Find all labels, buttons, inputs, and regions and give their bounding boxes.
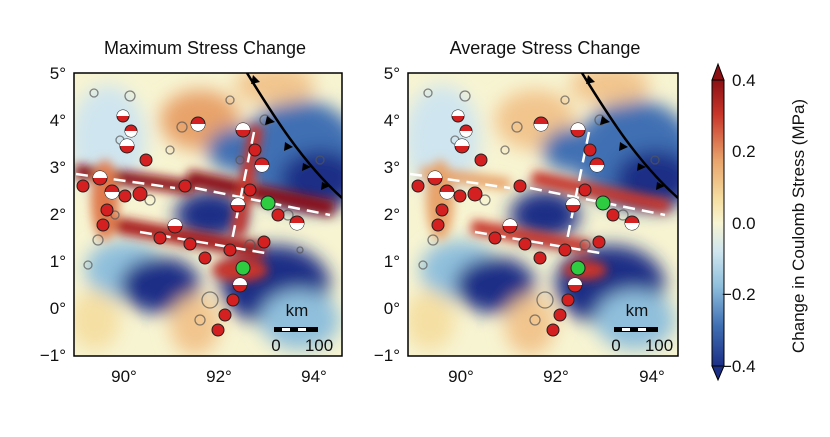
svg-text:92°: 92° [206, 367, 232, 386]
mainshock-a-marker [595, 195, 611, 211]
panel-title: Maximum Stress Change [104, 38, 306, 58]
stress-field [408, 73, 678, 356]
svg-text:0: 0 [611, 336, 620, 355]
map-frame [73, 72, 343, 357]
x-axis: 90° 92° 94° [111, 367, 327, 386]
colorbar-max-arrow [711, 62, 725, 81]
map-frame [407, 72, 679, 357]
svg-text:5°: 5° [384, 64, 400, 83]
svg-text:0.2: 0.2 [732, 142, 756, 161]
trench-line [245, 73, 342, 199]
trench-line [580, 73, 678, 199]
svg-text:2°: 2° [50, 205, 66, 224]
focal-mechanisms [76, 109, 305, 337]
colorbar-min-arrow [711, 365, 725, 382]
svg-text:0: 0 [271, 336, 280, 355]
mainshock-b-marker [235, 260, 251, 276]
focal-mechanisms [411, 109, 640, 337]
svg-text:4°: 4° [384, 111, 400, 130]
colorbar-label: Change in Coulomb Stress (MPa) [789, 99, 808, 353]
svg-text:0.4: 0.4 [732, 71, 756, 90]
svg-text:92°: 92° [543, 367, 569, 386]
aftershock-circles [83, 88, 325, 326]
svg-text:0°: 0° [50, 299, 66, 318]
colorbar: 0.4 0.2 0.0 −0.2 −0.4 Change in Coulomb … [711, 62, 808, 382]
panel-maximum: Maximum Stress Change [40, 38, 343, 386]
colorbar-gradient [711, 79, 725, 367]
trench-teeth [586, 75, 665, 190]
svg-text:km: km [626, 301, 649, 320]
svg-text:5°: 5° [50, 64, 66, 83]
svg-text:100: 100 [645, 336, 673, 355]
colorbar-ticks: 0.4 0.2 0.0 −0.2 −0.4 [722, 71, 756, 376]
x-axis: 90° 92° 94° [448, 367, 665, 386]
svg-text:90°: 90° [111, 367, 137, 386]
svg-text:−0.4: −0.4 [722, 357, 756, 376]
svg-text:100: 100 [305, 336, 333, 355]
aftershock-circles [418, 88, 660, 326]
svg-text:94°: 94° [301, 367, 327, 386]
svg-text:−0.2: −0.2 [722, 285, 756, 304]
svg-text:3°: 3° [50, 158, 66, 177]
panel-average: Average Stress Change [374, 38, 679, 386]
scale-bar: km 0 100 [271, 301, 333, 355]
svg-text:km: km [286, 301, 309, 320]
svg-text:0°: 0° [384, 299, 400, 318]
svg-text:2°: 2° [384, 205, 400, 224]
svg-text:1°: 1° [50, 252, 66, 271]
svg-text:0.0: 0.0 [732, 214, 756, 233]
svg-text:−1°: −1° [374, 346, 400, 365]
y-axis: 5° 4° 3° 2° 1° 0° −1° [40, 64, 66, 365]
mainshock-a-marker [260, 195, 276, 211]
svg-text:3°: 3° [384, 158, 400, 177]
svg-text:−1°: −1° [40, 346, 66, 365]
mainshock-b-marker [570, 260, 586, 276]
trench-teeth [251, 75, 330, 190]
scale-bar: km 0 100 [611, 301, 673, 355]
svg-text:90°: 90° [448, 367, 474, 386]
panel-title: Average Stress Change [450, 38, 641, 58]
svg-text:1°: 1° [384, 252, 400, 271]
y-axis: 5° 4° 3° 2° 1° 0° −1° [374, 64, 400, 365]
stress-field [74, 73, 342, 356]
svg-text:94°: 94° [639, 367, 665, 386]
svg-text:4°: 4° [50, 111, 66, 130]
